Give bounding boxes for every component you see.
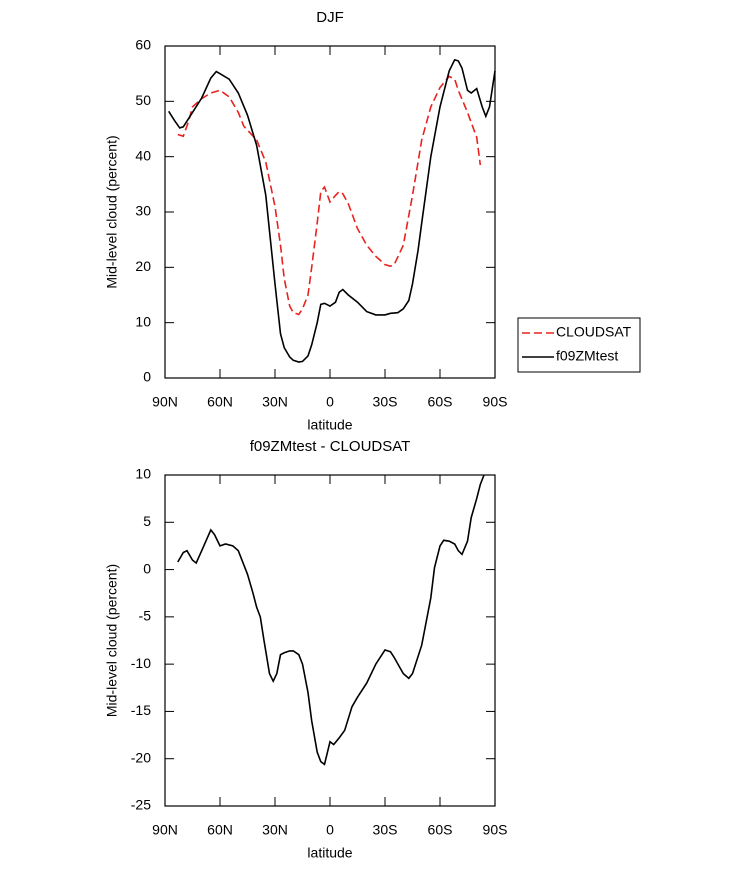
y-axis-label: Mid-level cloud (percent) (104, 564, 120, 717)
x-tick-label: 60N (207, 822, 233, 838)
y-tick-label: 0 (143, 560, 151, 576)
y-tick-label: 60 (135, 37, 151, 53)
y-tick-label: 40 (135, 147, 151, 163)
legend-label: f09ZMtest (556, 348, 618, 364)
x-tick-label: 90N (152, 822, 178, 838)
y-tick-label: 5 (143, 513, 151, 529)
legend-box (517, 317, 641, 373)
x-tick-label: 30N (262, 394, 288, 410)
y-tick-label: 10 (135, 466, 151, 482)
series-line (177, 75, 482, 316)
legend-label: CLOUDSAT (556, 324, 632, 340)
y-tick-label: 0 (143, 369, 151, 385)
x-tick-label: 30S (373, 394, 398, 410)
x-tick-label: 60S (428, 822, 453, 838)
y-tick-label: -20 (131, 749, 151, 765)
y-axis-label: Mid-level cloud (percent) (104, 135, 120, 288)
series-line (168, 58, 496, 363)
x-tick-label: 30S (373, 822, 398, 838)
x-axis-label: latitude (307, 417, 352, 433)
x-tick-label: 30N (262, 822, 288, 838)
y-tick-label: -15 (131, 702, 151, 718)
y-tick-label: -5 (139, 608, 152, 624)
plot-frame (164, 474, 496, 807)
x-tick-label: 60S (428, 394, 453, 410)
plot-frame (164, 45, 496, 379)
chart-title: f09ZMtest - CLOUDSAT (250, 438, 411, 455)
chart-title: DJF (316, 9, 344, 26)
x-tick-label: 0 (326, 394, 334, 410)
y-tick-label: 10 (135, 313, 151, 329)
series-line (177, 474, 485, 766)
x-axis-label: latitude (307, 845, 352, 861)
x-tick-label: 60N (207, 394, 233, 410)
y-tick-label: -10 (131, 655, 151, 671)
y-tick-label: 50 (135, 92, 151, 108)
y-tick-label: 20 (135, 258, 151, 274)
y-tick-label: -25 (131, 797, 151, 813)
x-tick-label: 0 (326, 822, 334, 838)
x-tick-label: 90S (483, 822, 508, 838)
x-tick-label: 90S (483, 394, 508, 410)
x-tick-label: 90N (152, 394, 178, 410)
y-tick-label: 30 (135, 203, 151, 219)
